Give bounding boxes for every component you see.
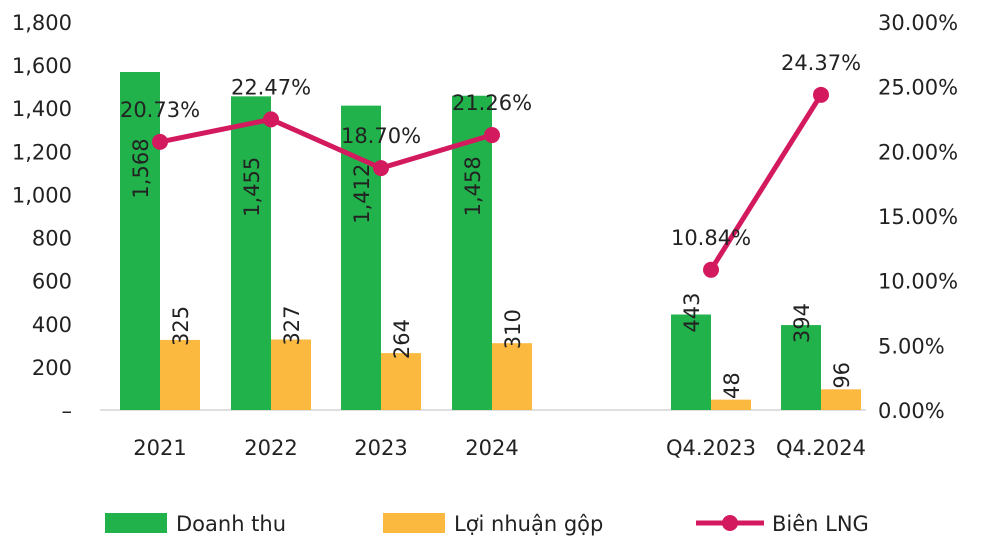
legend-swatch-loi-nhuan-gop [383, 513, 445, 533]
legend-label-doanh-thu: Doanh thu [176, 512, 286, 536]
margin-marker [373, 160, 389, 177]
left-axis-tick-label: 1,800 [12, 11, 72, 35]
margin-marker [703, 261, 719, 278]
right-axis-tick-label: 25.00% [878, 76, 958, 100]
bar-loi-nhuan-gop [711, 399, 751, 410]
x-axis-category-label: 2023 [354, 436, 407, 460]
data-label-bien-lng: 21.26% [452, 91, 532, 115]
data-label-loi-nhuan-gop: 325 [169, 306, 193, 346]
data-label-bien-lng: 24.37% [781, 51, 861, 75]
data-label-doanh-thu: 1,412 [350, 164, 374, 224]
left-axis-tick-label: 800 [32, 227, 72, 251]
left-axis-tick-label: 1,200 [12, 140, 72, 164]
right-axis-tick-label: 10.00% [878, 270, 958, 294]
data-label-doanh-thu: 1,455 [240, 157, 264, 217]
right-axis-tick-label: 5.00% [878, 334, 945, 358]
bar-loi-nhuan-gop [821, 389, 861, 410]
margin-marker [152, 133, 168, 150]
data-label-doanh-thu: 394 [790, 303, 814, 343]
bar-doanh-thu [781, 325, 821, 410]
data-label-doanh-thu: 1,568 [129, 138, 153, 198]
left-axis-tick-label: 1,600 [12, 54, 72, 78]
right-axis-tick-label: 0.00% [878, 399, 945, 423]
bar-doanh-thu [671, 314, 711, 410]
margin-marker [484, 127, 500, 144]
data-label-loi-nhuan-gop: 264 [390, 319, 414, 359]
data-label-loi-nhuan-gop: 327 [280, 305, 304, 345]
legend-swatch-doanh-thu [105, 513, 167, 533]
x-axis-category-label: Q4.2023 [666, 436, 756, 460]
legend-label-loi-nhuan-gop: Lợi nhuận gộp [454, 512, 603, 536]
left-axis-tick-label: 200 [32, 356, 72, 380]
bar-doanh-thu [120, 72, 160, 411]
bar-doanh-thu [231, 96, 271, 410]
left-axis-tick-label: 1,000 [12, 183, 72, 207]
data-label-doanh-thu: 1,458 [461, 156, 485, 216]
right-axis-tick-label: 30.00% [878, 11, 958, 35]
left-axis-tick-label: – [62, 399, 73, 423]
x-axis-category-label: 2022 [244, 436, 297, 460]
bar-doanh-thu [452, 95, 492, 410]
data-label-doanh-thu: 443 [680, 292, 704, 332]
margin-marker [813, 86, 829, 103]
right-axis-tick-label: 15.00% [878, 205, 958, 229]
left-axis-tick-label: 600 [32, 270, 72, 294]
margin-line [708, 92, 824, 273]
data-label-loi-nhuan-gop: 310 [501, 309, 525, 349]
data-label-loi-nhuan-gop: 96 [830, 362, 854, 389]
left-axis-tick-label: 1,400 [12, 97, 72, 121]
right-axis-tick-label: 20.00% [878, 140, 958, 164]
legend-label-bien-lng: Biên LNG [772, 512, 869, 536]
data-label-bien-lng: 18.70% [341, 124, 421, 148]
bar-loi-nhuan-gop [271, 339, 311, 410]
data-label-bien-lng: 10.84% [671, 226, 751, 250]
margin-marker [263, 111, 279, 128]
bar-loi-nhuan-gop [160, 339, 200, 410]
left-axis-tick-label: 400 [32, 313, 72, 337]
data-label-loi-nhuan-gop: 48 [720, 372, 744, 399]
x-axis-category-label: Q4.2024 [776, 436, 866, 460]
bar-loi-nhuan-gop [381, 353, 421, 410]
x-axis-category-label: 2021 [133, 436, 186, 460]
bar-doanh-thu [341, 105, 381, 410]
x-axis-category-label: 2024 [465, 436, 518, 460]
legend-marker-bien-lng [722, 515, 738, 531]
data-label-bien-lng: 22.47% [231, 75, 311, 99]
data-label-bien-lng: 20.73% [120, 98, 200, 122]
bar-loi-nhuan-gop [492, 343, 532, 410]
margin-line [157, 116, 495, 171]
